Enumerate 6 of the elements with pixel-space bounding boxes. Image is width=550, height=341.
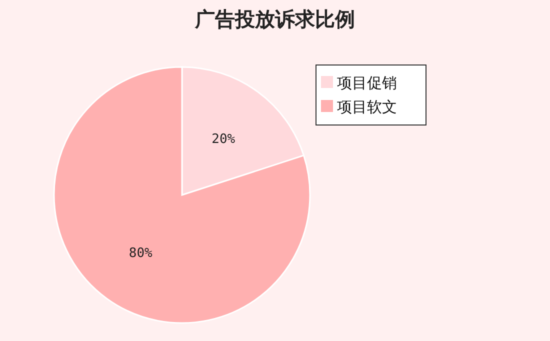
legend-label: 项目促销 bbox=[337, 74, 397, 92]
chart-title: 广告投放诉求比例 bbox=[194, 7, 355, 31]
pie-slice bbox=[53, 66, 311, 324]
data-label: 20% bbox=[212, 132, 236, 148]
data-label: 80% bbox=[128, 246, 153, 261]
legend-label: 项目软文 bbox=[337, 98, 397, 116]
